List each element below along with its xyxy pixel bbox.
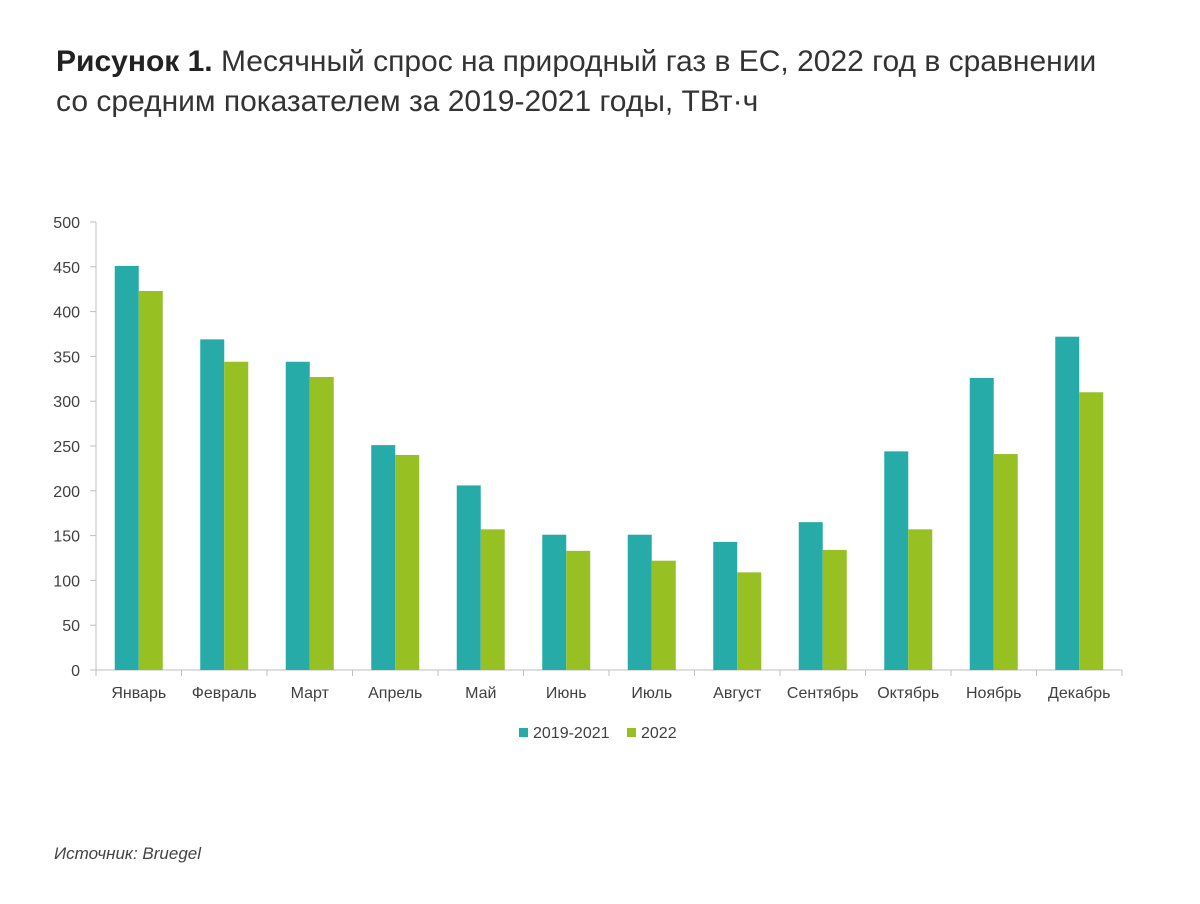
y-tick-label: 350 — [53, 349, 80, 366]
figure-label: Рисунок 1. — [56, 45, 213, 78]
figure-caption: Месячный спрос на природный газ в ЕС, 20… — [56, 45, 1097, 118]
y-tick-label: 100 — [53, 573, 80, 590]
bar-2019-2021 — [884, 451, 909, 670]
bar-2022 — [395, 454, 420, 670]
bar-2022 — [651, 560, 676, 670]
legend-swatch — [519, 728, 528, 737]
x-tick-label: Март — [291, 685, 330, 702]
bar-2019-2021 — [200, 339, 225, 670]
x-tick-label: Ноябрь — [966, 685, 1022, 702]
x-tick-label: Октябрь — [877, 685, 939, 702]
legend-label: 2022 — [641, 725, 677, 742]
bar-2022 — [1079, 392, 1104, 670]
legend-swatch — [627, 728, 636, 737]
bar-2019-2021 — [114, 265, 139, 670]
x-tick-label: Май — [465, 685, 496, 702]
x-tick-label: Апрель — [368, 685, 422, 702]
y-tick-label: 400 — [53, 305, 80, 322]
bar-2022 — [566, 550, 591, 670]
x-tick-label: Август — [713, 685, 762, 702]
y-tick-label: 150 — [53, 529, 80, 546]
bar-2022 — [737, 572, 762, 670]
x-tick-label: Декабрь — [1048, 685, 1110, 702]
source-value: Bruegel — [142, 844, 202, 863]
legend-label: 2019-2021 — [533, 725, 610, 742]
x-tick-label: Июль — [631, 685, 672, 702]
y-tick-label: 450 — [53, 260, 80, 277]
source-note: Источник: Bruegel — [54, 844, 201, 864]
bar-2019-2021 — [627, 534, 652, 670]
x-tick-label: Январь — [111, 685, 166, 702]
bar-2019-2021 — [456, 485, 481, 670]
bar-2022 — [822, 549, 847, 670]
y-tick-label: 500 — [53, 215, 80, 232]
bar-2022 — [908, 529, 933, 670]
y-tick-label: 250 — [53, 439, 80, 456]
y-tick-label: 300 — [53, 394, 80, 411]
bar-2019-2021 — [713, 541, 738, 670]
bar-2019-2021 — [542, 534, 567, 670]
bar-2022 — [224, 361, 249, 670]
bar-2019-2021 — [969, 377, 994, 670]
y-tick-label: 0 — [71, 663, 80, 680]
bar-2019-2021 — [371, 445, 396, 670]
source-label: Источник: — [54, 844, 138, 863]
bar-2019-2021 — [285, 361, 310, 670]
y-tick-label: 50 — [62, 618, 80, 635]
bar-2022 — [309, 377, 334, 670]
bar-2019-2021 — [1055, 336, 1080, 670]
bar-2022 — [138, 290, 163, 670]
x-tick-label: Февраль — [192, 685, 257, 702]
bar-2022 — [993, 454, 1018, 670]
chart-title: Рисунок 1. Месячный спрос на природный г… — [56, 42, 1136, 122]
bar-2019-2021 — [798, 522, 823, 670]
x-tick-label: Июнь — [546, 685, 587, 702]
bar-2022 — [480, 529, 505, 670]
y-tick-label: 200 — [53, 484, 80, 501]
x-tick-label: Сентябрь — [787, 685, 859, 702]
